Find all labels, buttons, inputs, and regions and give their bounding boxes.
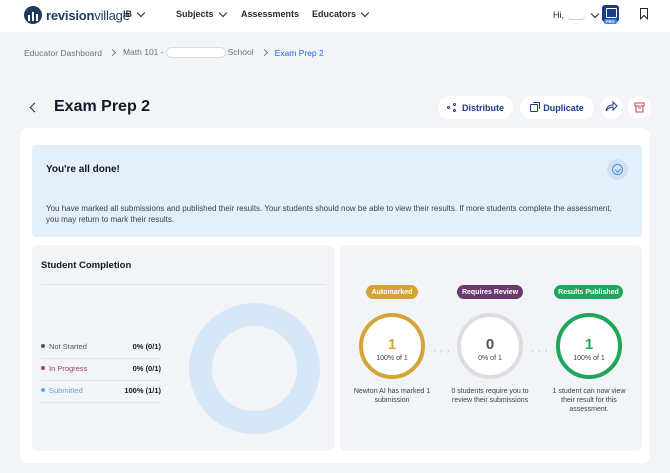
duplicate-button[interactable]: Duplicate: [520, 96, 594, 119]
brand-name: revisionvillage: [46, 7, 130, 23]
check-circle-icon: [607, 159, 628, 180]
user-menu[interactable]: Hi,: [553, 9, 600, 20]
completion-banner: [32, 145, 642, 237]
banner-text: You have marked all submissions and publ…: [46, 204, 612, 224]
status-dot: [41, 388, 45, 392]
redacted-username: [566, 10, 586, 20]
breadcrumb-class[interactable]: Math 101 - School: [122, 47, 254, 59]
nav-item-assessments[interactable]: Assessments: [241, 9, 300, 19]
pro-badge: PRO: [604, 19, 617, 24]
redacted-school-name: [165, 47, 226, 59]
chevron-right-icon: [260, 49, 268, 57]
stage-ring-results-published: 1 100% of 1: [556, 313, 622, 379]
bookmark-icon[interactable]: [640, 8, 648, 19]
stage-tag-automarked: Automarked: [366, 285, 418, 299]
breadcrumb-educator-dashboard[interactable]: Educator Dashboard: [24, 47, 102, 58]
archive-icon: [634, 102, 645, 113]
copy-icon: [530, 101, 541, 112]
chevron-down-icon: [218, 8, 227, 17]
divider: [41, 284, 326, 285]
completion-donut-chart: [189, 303, 320, 434]
top-nav: revisionvillage IB Subjects Assessments …: [0, 0, 670, 32]
breadcrumb-current: Exam Prep 2: [274, 47, 324, 58]
banner-title: You're all done!: [46, 164, 120, 175]
nav-item-educators[interactable]: Educators: [312, 8, 370, 19]
share-nodes-icon: [446, 102, 457, 112]
share-arrow-icon: [605, 100, 618, 112]
status-dot: [41, 344, 45, 348]
stage-ring-automarked: 1 100% of 1: [359, 313, 425, 379]
logo-mark-icon: [24, 6, 42, 24]
stage-desc-results-published: 1 student can now view their result for …: [552, 388, 626, 413]
nav-item-subjects[interactable]: Subjects: [176, 8, 227, 19]
chevron-down-icon: [590, 9, 600, 18]
stage-desc-requires-review: 0 students require you to review their s…: [451, 388, 529, 404]
stage-desc-automarked: Newton AI has marked 1 submission: [353, 388, 431, 404]
completion-row-submitted: Submitted 100% (1/1): [41, 381, 161, 403]
pro-account-icon[interactable]: [602, 5, 619, 22]
breadcrumb: Educator Dashboard Math 101 - School Exam…: [24, 47, 324, 59]
chevrons-right-icon: › › ›: [531, 346, 549, 355]
nav-item-ib[interactable]: IB: [123, 8, 146, 19]
chevron-down-icon: [136, 8, 146, 17]
status-dot: [41, 366, 45, 370]
stage-tag-results-published: Results Published: [554, 285, 623, 299]
page-title: Exam Prep 2: [54, 98, 151, 115]
chevron-right-icon: [108, 49, 117, 57]
chevrons-right-icon: › › ›: [433, 346, 451, 355]
brand-logo[interactable]: revisionvillage: [24, 6, 130, 24]
completion-row-not-started: Not Started 0% (0/1): [41, 337, 161, 359]
distribute-button[interactable]: Distribute: [438, 96, 513, 119]
stage-tag-requires-review: Requires Review: [457, 285, 523, 299]
share-button[interactable]: [600, 96, 623, 119]
completion-row-in-progress: In Progress 0% (0/1): [41, 359, 161, 381]
archive-button[interactable]: [628, 96, 651, 119]
completion-title: Student Completion: [41, 260, 132, 271]
chevron-down-icon: [360, 8, 370, 17]
back-arrow-icon[interactable]: [29, 102, 40, 113]
stage-ring-requires-review: 0 0% of 1: [457, 313, 523, 379]
